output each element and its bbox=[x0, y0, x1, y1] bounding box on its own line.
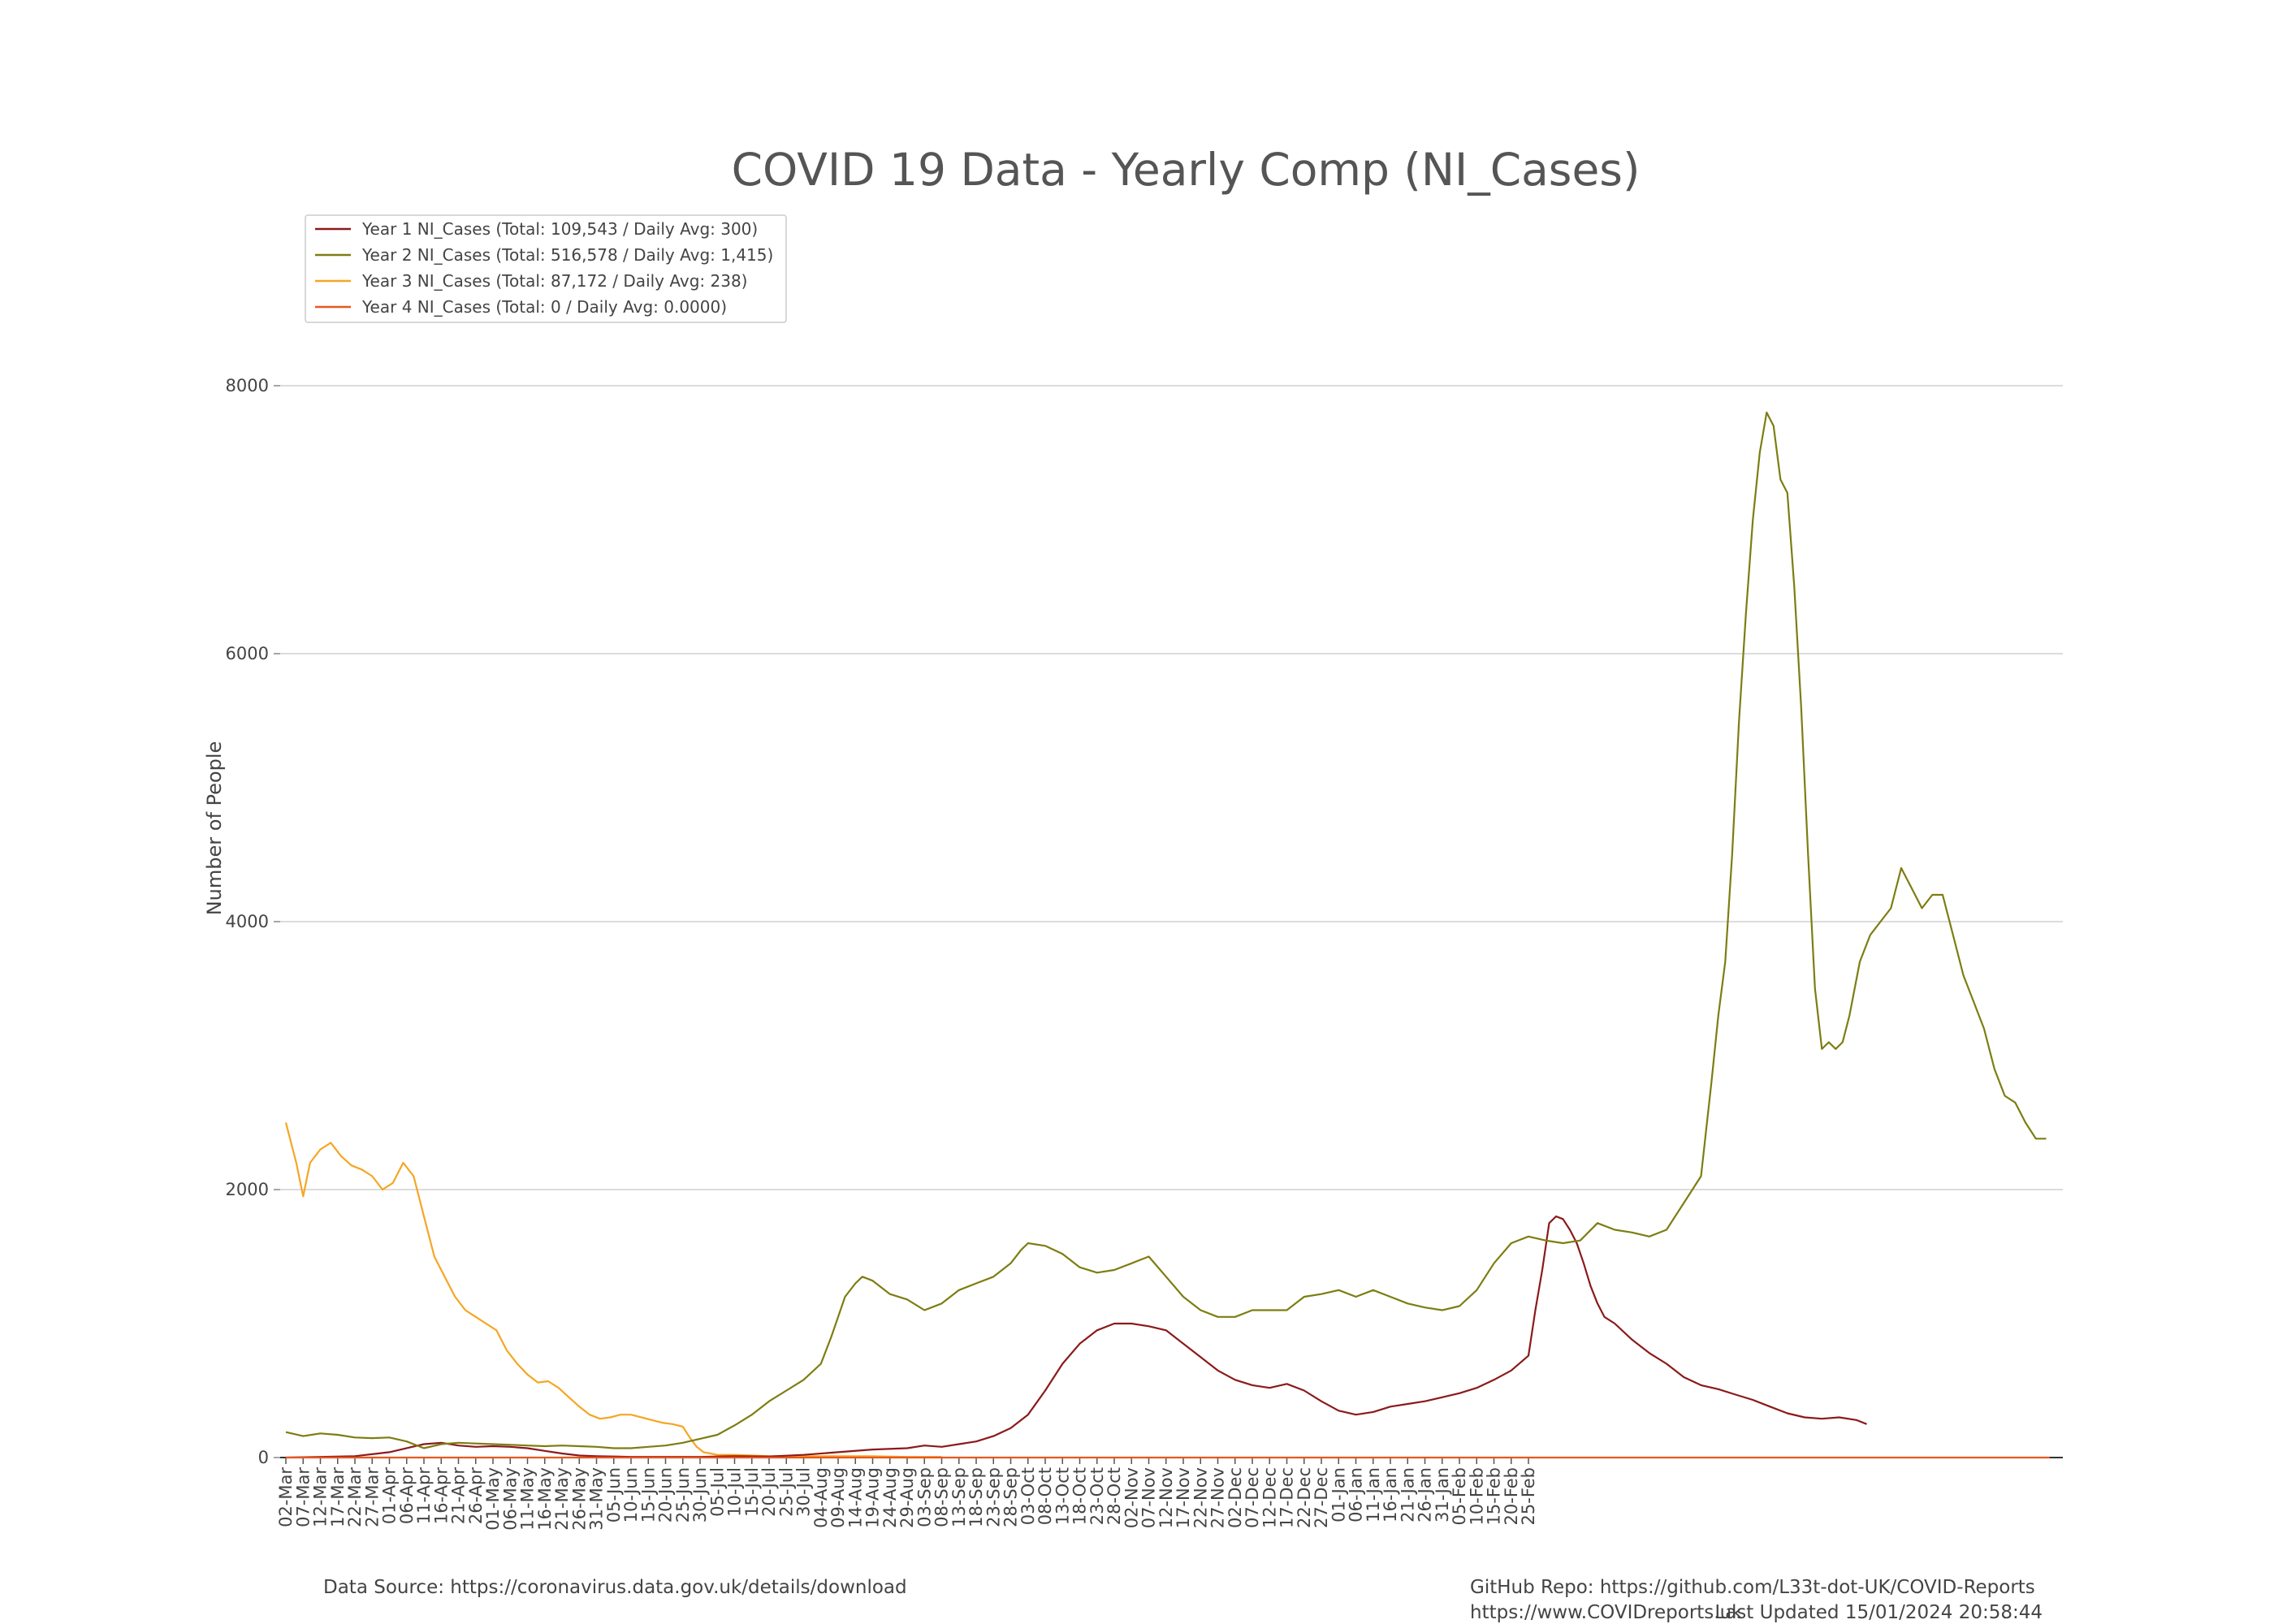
x-tick-label: 07-Dec bbox=[1243, 1467, 1262, 1528]
x-tick-label: 27-Nov bbox=[1208, 1467, 1228, 1528]
x-tick-label: 24-Aug bbox=[880, 1467, 900, 1528]
x-tick-label: 22-Nov bbox=[1191, 1467, 1210, 1528]
x-tick-label: 22-Mar bbox=[345, 1467, 365, 1527]
x-tick-label: 30-Jun bbox=[690, 1467, 710, 1522]
x-tick-label: 31-Jan bbox=[1433, 1467, 1452, 1522]
x-tick-label: 17-Dec bbox=[1278, 1467, 1297, 1528]
x-tick-label: 15-Feb bbox=[1485, 1467, 1504, 1525]
x-tick-label: 25-Jul bbox=[776, 1467, 796, 1517]
legend: Year 1 NI_Cases (Total: 109,543 / Daily … bbox=[305, 214, 787, 323]
x-tick-label: 22-Dec bbox=[1295, 1467, 1314, 1528]
x-tick-label: 15-Jul bbox=[742, 1467, 762, 1517]
x-tick-label: 23-Oct bbox=[1087, 1467, 1107, 1525]
x-tick-label: 31-May bbox=[587, 1467, 607, 1531]
x-tick-label: 30-Jul bbox=[794, 1467, 814, 1517]
legend-label-year-3: Year 3 NI_Cases (Total: 87,172 / Daily A… bbox=[361, 271, 747, 291]
x-tick-label: 11-Apr bbox=[414, 1467, 434, 1525]
x-tick-label: 03-Oct bbox=[1018, 1467, 1038, 1525]
x-tick-label: 20-Jul bbox=[759, 1467, 779, 1517]
x-tick-label: 10-Feb bbox=[1467, 1467, 1486, 1525]
legend-label-year-1: Year 1 NI_Cases (Total: 109,543 / Daily … bbox=[361, 219, 758, 239]
x-tick-label: 25-Feb bbox=[1519, 1467, 1538, 1525]
github-repo-text: GitHub Repo: https://github.com/L33t-dot… bbox=[1470, 1577, 2035, 1598]
chart-title: COVID 19 Data - Yearly Comp (NI_Cases) bbox=[732, 144, 1641, 196]
x-tick-label: 25-Jun bbox=[673, 1467, 693, 1522]
x-tick-label: 23-Sep bbox=[984, 1467, 1003, 1527]
series-line-year-3 bbox=[284, 1122, 942, 1458]
x-tick-label: 05-Feb bbox=[1450, 1467, 1469, 1525]
x-tick-label: 07-Mar bbox=[293, 1467, 313, 1527]
x-tick-label: 21-May bbox=[552, 1467, 572, 1531]
x-tick-label: 02-Mar bbox=[276, 1467, 296, 1527]
x-tick-label: 13-Oct bbox=[1053, 1467, 1072, 1525]
x-tick-label: 19-Aug bbox=[863, 1467, 883, 1528]
x-tick-label: 21-Jan bbox=[1398, 1467, 1417, 1522]
x-tick-label: 08-Sep bbox=[932, 1467, 952, 1527]
x-tick-label: 18-Oct bbox=[1070, 1467, 1090, 1525]
x-tick-label: 21-Apr bbox=[449, 1467, 469, 1525]
x-tick-label: 14-Aug bbox=[845, 1467, 865, 1528]
x-tick-label: 06-Apr bbox=[397, 1467, 417, 1525]
x-tick-label: 16-May bbox=[535, 1467, 555, 1531]
x-tick-label: 10-Jul bbox=[725, 1467, 745, 1517]
y-tick-label-0: 0 bbox=[258, 1448, 269, 1467]
legend-label-year-2: Year 2 NI_Cases (Total: 516,578 / Daily … bbox=[361, 245, 773, 265]
x-tick-label: 26-Apr bbox=[466, 1467, 486, 1525]
legend-label-year-4: Year 4 NI_Cases (Total: 0 / Daily Avg: 0… bbox=[361, 297, 727, 317]
y-axis-label: Number of People bbox=[203, 741, 226, 916]
x-tick-label: 11-Jan bbox=[1364, 1467, 1383, 1522]
y-axis: 0 2000 4000 6000 8000 bbox=[226, 376, 269, 1467]
x-tick-label: 20-Jun bbox=[656, 1467, 676, 1522]
x-tick-label: 28-Oct bbox=[1105, 1467, 1124, 1525]
x-tick-label: 06-Jan bbox=[1347, 1467, 1366, 1522]
x-tick-label: 27-Dec bbox=[1312, 1467, 1331, 1528]
website-text: https://www.COVIDreports.uk bbox=[1470, 1602, 1743, 1623]
x-tick-label: 11-May bbox=[518, 1467, 538, 1531]
x-tick-label: 26-Jan bbox=[1416, 1467, 1435, 1522]
x-tick-label: 17-Mar bbox=[328, 1467, 348, 1527]
series-group bbox=[284, 411, 2050, 1459]
x-tick-label: 13-Sep bbox=[949, 1467, 969, 1527]
x-tick-label: 04-Aug bbox=[811, 1467, 831, 1528]
x-tick-label: 29-Aug bbox=[897, 1467, 917, 1528]
x-tick-label: 01-Apr bbox=[380, 1467, 400, 1525]
x-tick-label: 16-Jan bbox=[1381, 1467, 1400, 1522]
x-tick-label: 06-May bbox=[500, 1467, 520, 1531]
x-tick-label: 10-Jun bbox=[621, 1467, 641, 1522]
series-line-year-1 bbox=[285, 1215, 1867, 1459]
x-tick-label: 02-Nov bbox=[1122, 1467, 1141, 1528]
x-tick-label: 02-Dec bbox=[1226, 1467, 1245, 1528]
x-tick-label: 12-Mar bbox=[311, 1467, 331, 1527]
y-tick-label-2000: 2000 bbox=[226, 1180, 269, 1199]
x-tick-label: 12-Dec bbox=[1260, 1467, 1279, 1528]
x-tick-label: 20-Feb bbox=[1502, 1467, 1521, 1525]
x-tick-label: 15-Jun bbox=[638, 1467, 658, 1522]
y-tick-label-4000: 4000 bbox=[226, 912, 269, 931]
x-tick-label: 27-Mar bbox=[362, 1467, 382, 1527]
x-tick-label: 17-Nov bbox=[1174, 1467, 1193, 1528]
x-tick-label: 07-Nov bbox=[1139, 1467, 1159, 1528]
x-tick-label: 26-May bbox=[569, 1467, 589, 1531]
series-line-year-2 bbox=[285, 411, 2047, 1449]
x-tick-label: 12-Nov bbox=[1156, 1467, 1176, 1528]
x-tick-label: 05-Jun bbox=[604, 1467, 624, 1522]
legend-box bbox=[305, 214, 787, 323]
x-tick-label: 08-Oct bbox=[1035, 1467, 1055, 1525]
x-tick-label: 03-Sep bbox=[914, 1467, 934, 1527]
x-axis: 02-Mar07-Mar12-Mar17-Mar22-Mar27-Mar01-A… bbox=[276, 1458, 1538, 1531]
data-source-text: Data Source: https://coronavirus.data.go… bbox=[323, 1577, 907, 1598]
y-tick-label-6000: 6000 bbox=[226, 644, 269, 663]
x-tick-label: 01-Jan bbox=[1329, 1467, 1348, 1522]
x-tick-label: 05-Jul bbox=[707, 1467, 727, 1517]
x-tick-label: 09-Aug bbox=[828, 1467, 848, 1528]
y-tick-label-8000: 8000 bbox=[226, 376, 269, 395]
last-updated-text: Last Updated 15/01/2024 20:58:44 bbox=[1714, 1602, 2043, 1623]
x-tick-label: 16-Apr bbox=[431, 1467, 451, 1525]
x-tick-label: 28-Sep bbox=[1001, 1467, 1021, 1527]
x-tick-label: 18-Sep bbox=[966, 1467, 986, 1527]
x-tick-label: 01-May bbox=[483, 1467, 503, 1531]
